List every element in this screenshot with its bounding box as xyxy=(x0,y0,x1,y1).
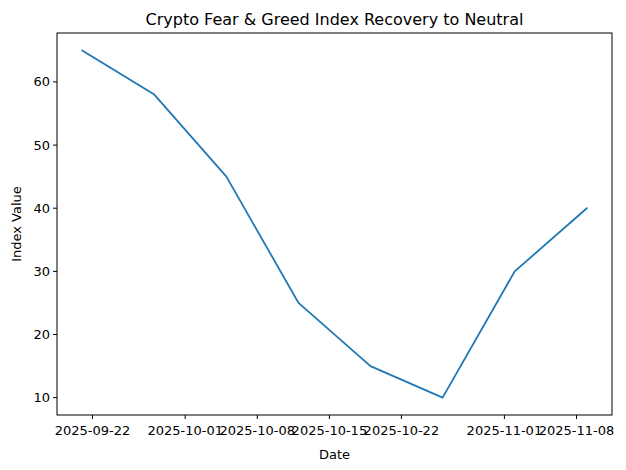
x-tick-label: 2025-10-22 xyxy=(364,423,440,438)
plot-area xyxy=(57,33,612,415)
x-tick-label: 2025-09-22 xyxy=(55,423,131,438)
y-tick-label: 60 xyxy=(33,74,50,89)
y-tick-label: 50 xyxy=(33,138,50,153)
y-tick-label: 40 xyxy=(33,201,50,216)
x-tick-label: 2025-10-08 xyxy=(220,423,296,438)
y-tick-label: 10 xyxy=(33,390,50,405)
x-tick-label: 2025-10-01 xyxy=(147,423,223,438)
y-tick-label: 30 xyxy=(33,264,50,279)
x-tick-label: 2025-11-08 xyxy=(539,423,615,438)
y-axis-label: Index Value xyxy=(9,186,24,262)
x-tick-label: 2025-11-01 xyxy=(467,423,543,438)
y-tick-label: 20 xyxy=(33,327,50,342)
x-axis-label: Date xyxy=(319,447,350,462)
chart-title: Crypto Fear & Greed Index Recovery to Ne… xyxy=(146,10,524,29)
figure: Crypto Fear & Greed Index Recovery to Ne… xyxy=(0,0,626,470)
x-tick-label: 2025-10-15 xyxy=(292,423,368,438)
fear-greed-line-chart: Crypto Fear & Greed Index Recovery to Ne… xyxy=(0,0,626,470)
